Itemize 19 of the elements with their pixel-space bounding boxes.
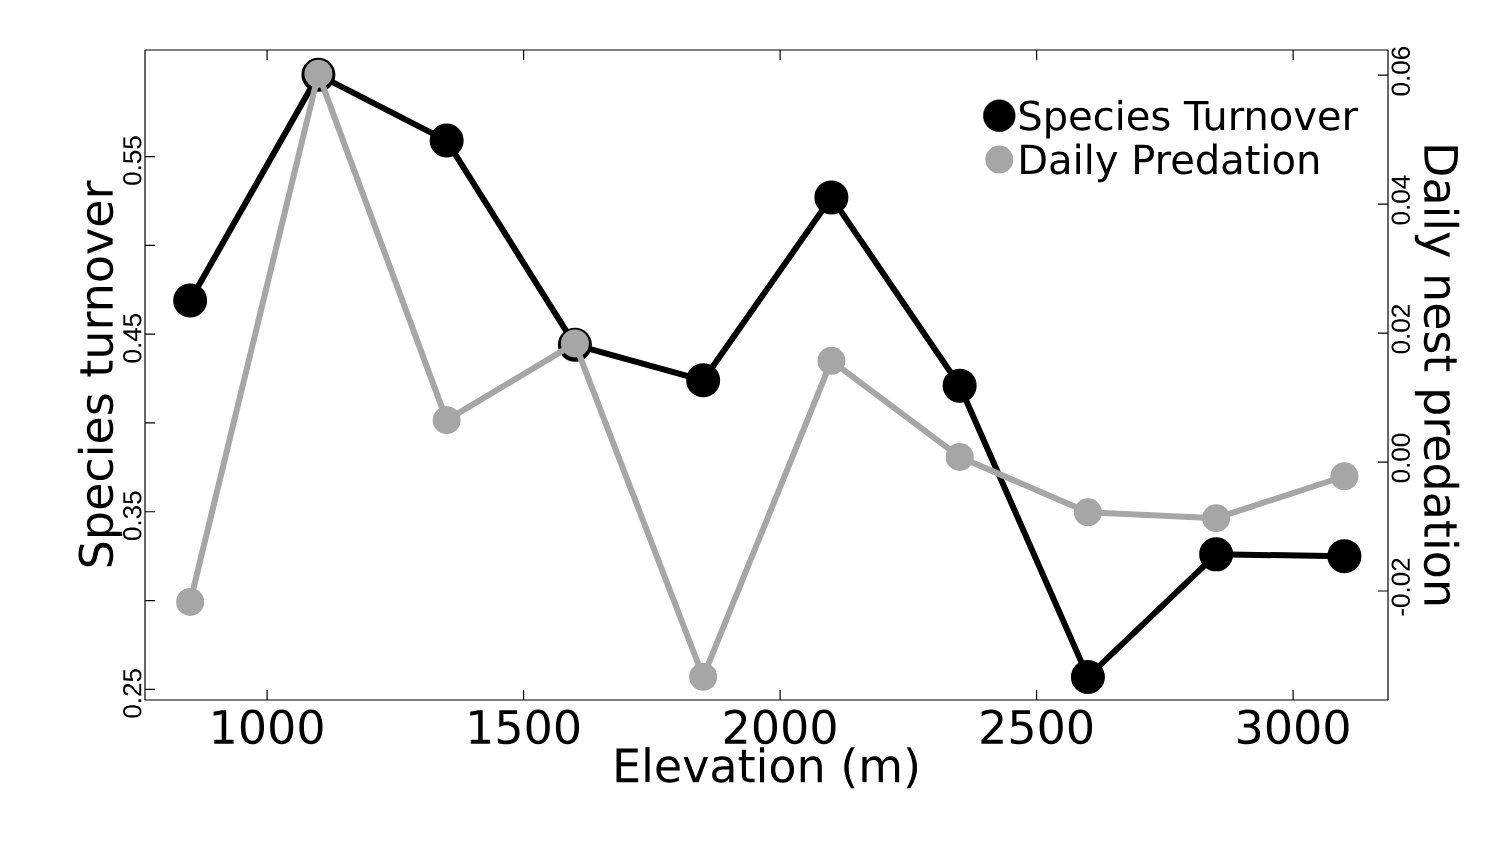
y2-tick-label: 0.06 bbox=[1391, 46, 1410, 96]
x-tick-label: 1000 bbox=[213, 709, 323, 745]
x-axis-title: Elevation (m) bbox=[616, 747, 918, 789]
y2-tick-label: 0.04 bbox=[1391, 175, 1410, 225]
x-tick-label: 3000 bbox=[1238, 709, 1349, 745]
y-tick-label: 0.45 bbox=[123, 313, 142, 363]
legend-label: Species Turnover bbox=[1019, 99, 1358, 139]
x-tick-label: 1500 bbox=[470, 709, 580, 745]
y-tick-label: 0.35 bbox=[123, 491, 142, 541]
legend-label: Daily Predation bbox=[1021, 143, 1318, 183]
x-tick-label: 2500 bbox=[981, 709, 1093, 745]
y2-tick-label: -0.02 bbox=[1391, 558, 1410, 616]
y-axis-title: Species turnover bbox=[77, 180, 123, 567]
y2-axis-title: Daily nest predation bbox=[1414, 146, 1460, 605]
y2-tick-label: 0.02 bbox=[1391, 305, 1410, 354]
y-tick-label: 0.55 bbox=[123, 136, 142, 185]
x-tick-label: 2000 bbox=[724, 709, 836, 745]
y-tick-label: 0.25 bbox=[123, 669, 142, 718]
y2-tick-label: 0.00 bbox=[1391, 433, 1410, 483]
